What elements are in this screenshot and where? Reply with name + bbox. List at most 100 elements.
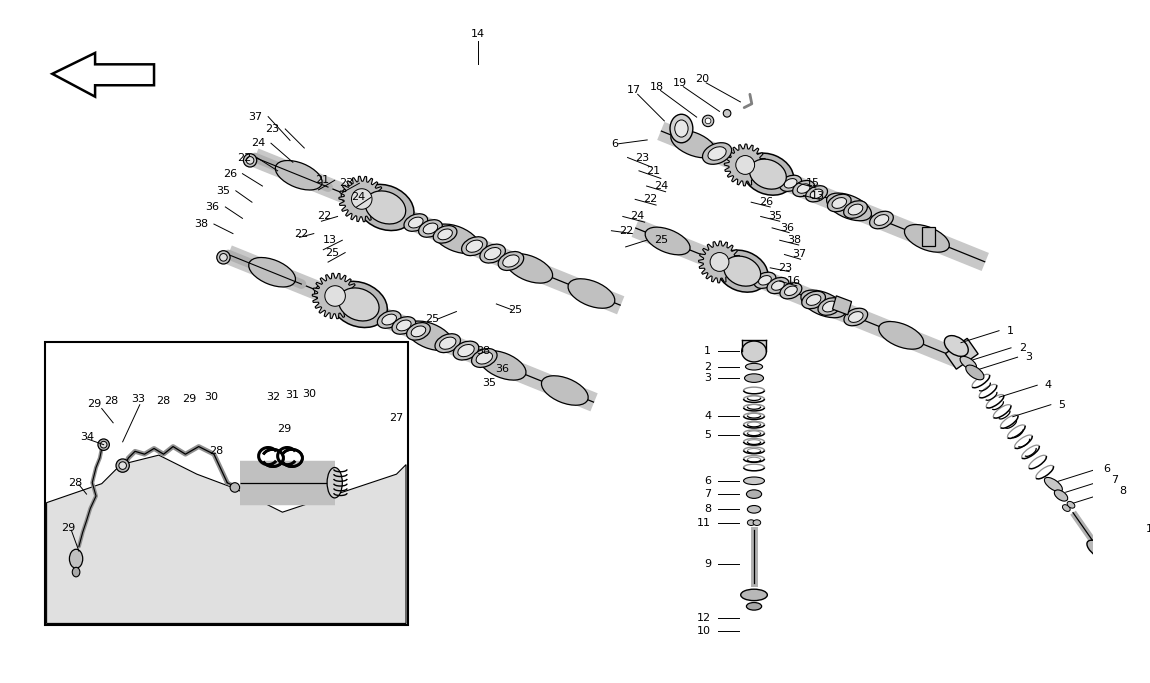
Text: 12: 12	[1145, 525, 1150, 534]
Text: 27: 27	[390, 413, 404, 423]
Ellipse shape	[784, 178, 797, 188]
Ellipse shape	[327, 467, 343, 498]
Ellipse shape	[745, 363, 762, 370]
Ellipse shape	[744, 477, 765, 485]
Ellipse shape	[423, 223, 438, 234]
Text: 23: 23	[266, 124, 279, 134]
Text: 6: 6	[704, 476, 711, 486]
Ellipse shape	[342, 187, 388, 217]
Ellipse shape	[759, 275, 772, 285]
Ellipse shape	[382, 314, 397, 325]
Circle shape	[100, 441, 107, 448]
Ellipse shape	[338, 288, 380, 321]
Text: 23: 23	[777, 263, 792, 273]
Text: 13: 13	[323, 235, 337, 245]
Polygon shape	[313, 273, 358, 319]
Circle shape	[246, 156, 254, 164]
Polygon shape	[945, 338, 979, 370]
Text: 35: 35	[768, 212, 782, 221]
Text: 36: 36	[780, 223, 793, 233]
Ellipse shape	[944, 335, 968, 357]
Text: 26: 26	[759, 197, 773, 207]
Text: 5: 5	[704, 430, 711, 440]
Circle shape	[116, 459, 129, 472]
Ellipse shape	[275, 161, 322, 190]
Circle shape	[98, 439, 109, 450]
Text: 25: 25	[325, 248, 339, 257]
Text: 22: 22	[619, 225, 634, 236]
Circle shape	[324, 285, 345, 306]
Text: 25: 25	[654, 235, 668, 245]
Ellipse shape	[330, 281, 388, 328]
Ellipse shape	[480, 350, 526, 380]
Text: 23: 23	[635, 152, 650, 163]
Ellipse shape	[750, 159, 787, 189]
Text: 25: 25	[508, 305, 522, 315]
Text: 2: 2	[1019, 343, 1026, 353]
Text: 20: 20	[696, 74, 710, 84]
Text: 36: 36	[206, 202, 220, 212]
Ellipse shape	[716, 256, 761, 283]
Polygon shape	[47, 455, 406, 624]
Polygon shape	[52, 53, 154, 97]
Ellipse shape	[746, 490, 761, 499]
Text: 7: 7	[1111, 475, 1119, 485]
Text: 1: 1	[1006, 326, 1013, 335]
Ellipse shape	[476, 352, 492, 364]
Text: 23: 23	[339, 178, 354, 189]
Ellipse shape	[377, 311, 401, 329]
Text: 28: 28	[68, 477, 83, 488]
Polygon shape	[332, 554, 375, 596]
Ellipse shape	[404, 214, 428, 232]
Text: 29: 29	[87, 399, 101, 409]
Text: 37: 37	[792, 249, 806, 260]
Text: 9: 9	[704, 559, 711, 568]
Text: 28: 28	[105, 396, 118, 406]
Text: 28: 28	[156, 396, 170, 406]
Text: 3: 3	[704, 373, 711, 383]
Ellipse shape	[818, 298, 842, 316]
Text: 17: 17	[627, 85, 641, 96]
Ellipse shape	[797, 184, 810, 193]
Ellipse shape	[434, 225, 457, 243]
Text: 18: 18	[650, 82, 664, 92]
Text: 29: 29	[277, 424, 291, 434]
Ellipse shape	[802, 291, 826, 309]
Ellipse shape	[879, 322, 923, 349]
Text: 30: 30	[204, 392, 218, 402]
Text: 3: 3	[1025, 352, 1033, 362]
Ellipse shape	[822, 301, 837, 312]
Ellipse shape	[435, 334, 460, 352]
Ellipse shape	[453, 341, 478, 360]
Ellipse shape	[480, 244, 505, 263]
Text: 1: 1	[704, 346, 711, 357]
Circle shape	[344, 566, 363, 585]
Text: 33: 33	[131, 394, 145, 404]
Circle shape	[230, 483, 239, 492]
Ellipse shape	[72, 568, 79, 577]
FancyBboxPatch shape	[45, 342, 408, 626]
Ellipse shape	[1063, 505, 1071, 512]
Ellipse shape	[806, 186, 828, 202]
Text: 16: 16	[788, 276, 802, 286]
Text: 38: 38	[476, 346, 490, 357]
Ellipse shape	[484, 247, 501, 260]
Ellipse shape	[827, 193, 872, 221]
Ellipse shape	[784, 286, 797, 296]
Ellipse shape	[741, 589, 767, 600]
Ellipse shape	[746, 602, 761, 610]
Ellipse shape	[412, 326, 426, 337]
Ellipse shape	[675, 120, 688, 137]
Text: 29: 29	[182, 394, 197, 404]
Ellipse shape	[670, 114, 692, 143]
Circle shape	[736, 156, 754, 174]
Ellipse shape	[723, 256, 760, 286]
Ellipse shape	[844, 308, 867, 326]
Text: 31: 31	[285, 390, 299, 400]
Ellipse shape	[831, 197, 846, 208]
Ellipse shape	[966, 365, 984, 380]
Text: 26: 26	[223, 169, 237, 179]
Text: 15: 15	[806, 178, 820, 189]
Ellipse shape	[406, 321, 453, 350]
Text: 28: 28	[208, 446, 223, 456]
